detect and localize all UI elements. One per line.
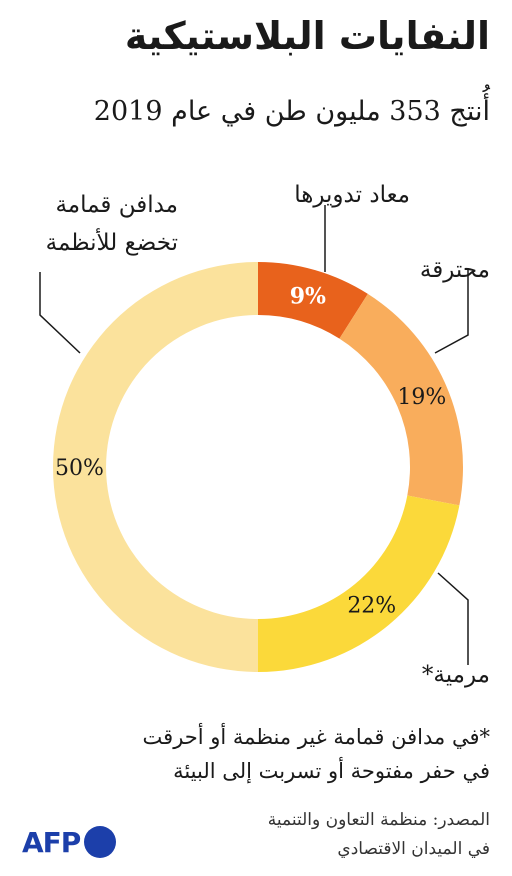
category-label-recycled: معاد تدويرها — [294, 182, 410, 208]
slice-recycled — [258, 262, 368, 339]
category-label-mismanaged: مرمية* — [422, 662, 490, 688]
footnote: *في مدافن قمامة غير منظمة أو أحرقت في حف… — [50, 720, 490, 788]
donut-slices — [53, 262, 463, 672]
leader-lines — [39, 205, 469, 665]
percent-label-incinerated: 19% — [397, 385, 446, 410]
leader-line-landfill — [39, 272, 81, 354]
slice-mismanaged — [258, 495, 460, 672]
leader-line-mismanaged — [437, 572, 469, 665]
percent-label-mismanaged: 22% — [347, 594, 396, 619]
source-note: المصدر: منظمة التعاون والتنمية في الميدا… — [150, 806, 490, 864]
donut-chart: 9% 19% 22% 50% معاد تدويرها محترقة مرمية* مداف… — [39, 182, 490, 688]
category-labels: معاد تدويرها محترقة مرمية* مدافن قمامة تخضع … — [46, 182, 490, 688]
footnote-line: في حفر مفتوحة أو تسربت إلى البيئة — [173, 759, 490, 783]
percent-label-recycled: 9% — [290, 284, 326, 310]
source-line: المصدر: منظمة التعاون والتنمية — [267, 810, 490, 830]
percent-label-landfill: 50% — [55, 456, 104, 481]
source-line: في الميدان الاقتصادي — [337, 839, 490, 859]
footnote-line: *في مدافن قمامة غير منظمة أو أحرقت — [142, 725, 490, 749]
category-label-incinerated: محترقة — [420, 257, 490, 283]
slice-landfill — [53, 262, 258, 672]
chart-title: النفايات البلاستيكية — [124, 14, 490, 58]
category-label-landfill: مدافن قمامة تخضع للأنظمة — [46, 192, 178, 256]
leader-line-incinerated — [434, 268, 469, 354]
afp-logo-text: AFP — [22, 825, 81, 859]
percent-labels: 9% 19% 22% 50% — [55, 284, 446, 619]
afp-logo: AFP — [22, 822, 142, 862]
slice-incinerated — [339, 293, 463, 506]
chart-subtitle: أُنتج 353 مليون طن في عام 2019 — [93, 96, 490, 127]
afp-logo-dot — [84, 826, 117, 858]
